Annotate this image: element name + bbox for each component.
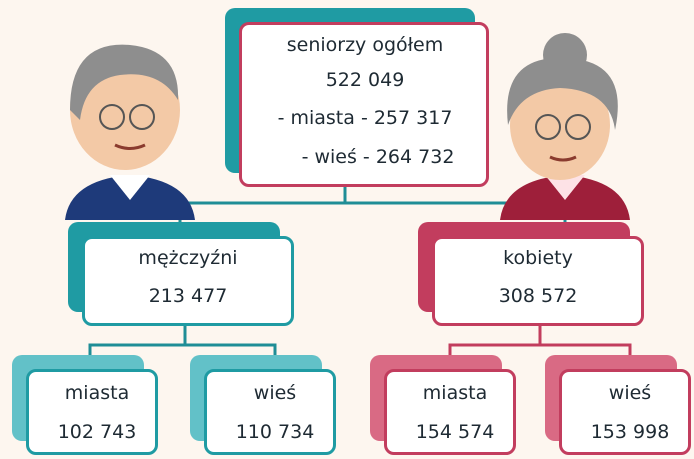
leaf-value: 154 574 (416, 421, 495, 443)
root-detail: - miasta - 257 317 (278, 107, 453, 129)
grandmother (500, 33, 630, 220)
leaf-label: wieś (254, 382, 296, 404)
group-label: mężczyźni (138, 247, 237, 269)
leaf-value: 153 998 (591, 421, 670, 443)
leaf-label: miasta (423, 382, 487, 404)
grandfather (65, 45, 195, 220)
root-value: 522 049 (326, 69, 405, 91)
leaf-value: 110 734 (236, 421, 315, 443)
leaf-value: 102 743 (58, 421, 137, 443)
root-detail: - wieś - 264 732 (302, 146, 455, 168)
group-label: kobiety (503, 247, 573, 269)
leaf-label: wieś (609, 382, 651, 404)
root-label: seniorzy ogółem (287, 34, 444, 56)
group-value: 213 477 (149, 285, 228, 307)
diagram: seniorzy ogółem 522 049 - miasta - 257 317… (0, 0, 694, 459)
group-value: 308 572 (499, 285, 578, 307)
leaf-label: miasta (65, 382, 129, 404)
